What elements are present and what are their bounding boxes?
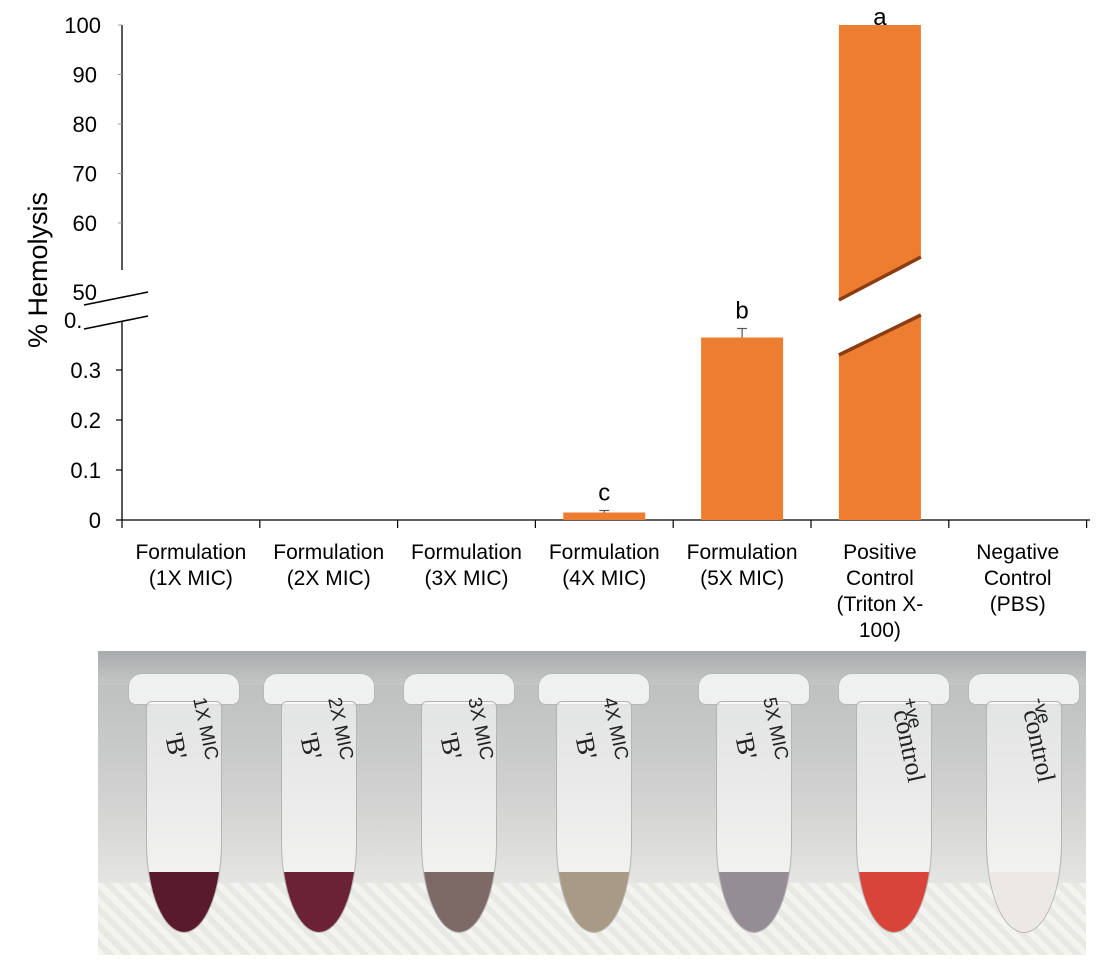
- bar: [701, 337, 784, 520]
- tube-cap: [838, 673, 950, 705]
- x-tick-label: Formulation (2X MIC): [273, 541, 384, 590]
- x-tick-label: Formulation (3X MIC): [411, 541, 522, 590]
- axis-break-mark-top: [83, 291, 149, 306]
- y-tick-label: 90: [73, 63, 97, 88]
- bars: c b a: [563, 4, 922, 520]
- y-axis-label: % Hemolysis: [23, 192, 53, 348]
- x-tick-label: Formulation (1X MIC): [135, 541, 246, 590]
- tube-body: [556, 701, 632, 933]
- y-tick-label: 0: [89, 508, 101, 533]
- tube-body: [856, 701, 932, 933]
- hemolysis-tubes-photo: 1X MIC 'B' 2X MIC 'B' 3X MIC 'B' 4X MIC 'B' 5X M…: [98, 651, 1086, 955]
- tube-body: [716, 701, 792, 933]
- y-tick-label: 50: [73, 280, 97, 305]
- tube: 4X MIC 'B': [538, 673, 650, 943]
- significance-label: b: [735, 298, 748, 325]
- tube-body: [281, 701, 357, 933]
- tube-liquid: [857, 872, 931, 932]
- tube-body: [421, 701, 497, 933]
- axes: [83, 25, 1090, 528]
- significance-label: c: [598, 480, 610, 507]
- tube-liquid: [422, 872, 496, 932]
- y-tick-label: 0.2: [70, 408, 101, 433]
- y-tick-label: 100: [64, 13, 101, 38]
- tube: 1X MIC 'B': [128, 673, 240, 943]
- bar: [838, 25, 921, 300]
- y-axis-label-group: % Hemolysis: [23, 192, 53, 348]
- tube: 5X MIC 'B': [698, 673, 810, 943]
- hemolysis-bar-chart: % Hemolysis 0 0.1 0.2 0.3 0. 50 60 70 80 90 100 c b…: [23, 4, 1090, 642]
- tube-body: [986, 701, 1062, 933]
- x-tick-label: Negative Control (PBS): [976, 541, 1059, 616]
- tube: +ve control: [838, 673, 950, 943]
- x-tick-labels: Formulation (1X MIC) Formulation (2X MIC) Fo…: [135, 541, 1059, 642]
- bar: [563, 512, 646, 520]
- bar-break-edge: [838, 255, 922, 302]
- tube-liquid: [987, 872, 1061, 932]
- tube-cap: [263, 673, 375, 705]
- bar: [838, 315, 921, 520]
- y-tick-label: 70: [73, 162, 97, 187]
- tube: -ve control: [968, 673, 1080, 943]
- tube-liquid: [147, 872, 221, 932]
- tube-liquid: [557, 872, 631, 932]
- x-tick-label: Formulation (4X MIC): [549, 541, 660, 590]
- y-ticks: 0 0.1 0.2 0.3 0. 50 60 70 80 90 100: [64, 13, 122, 533]
- x-tick-label: Formulation (5X MIC): [687, 541, 798, 590]
- x-tick-label: Positive Control (Triton X-100): [837, 541, 924, 642]
- axis-break-mark-bottom: [83, 315, 149, 330]
- tube: 3X MIC 'B': [403, 673, 515, 943]
- tube-liquid: [717, 872, 791, 932]
- tube-body: [146, 701, 222, 933]
- y-tick-label: 80: [73, 112, 97, 137]
- y-tick-label-break: 0.: [64, 308, 82, 333]
- bar-break-edge: [838, 313, 922, 357]
- tube: 2X MIC 'B': [263, 673, 375, 943]
- tube-liquid: [282, 872, 356, 932]
- significance-label: a: [873, 4, 887, 31]
- tube-cap: [968, 673, 1080, 705]
- y-tick-label: 0.3: [70, 358, 101, 383]
- y-tick-label: 60: [73, 211, 97, 236]
- tube-cap: [538, 673, 650, 705]
- y-tick-label: 0.1: [70, 458, 101, 483]
